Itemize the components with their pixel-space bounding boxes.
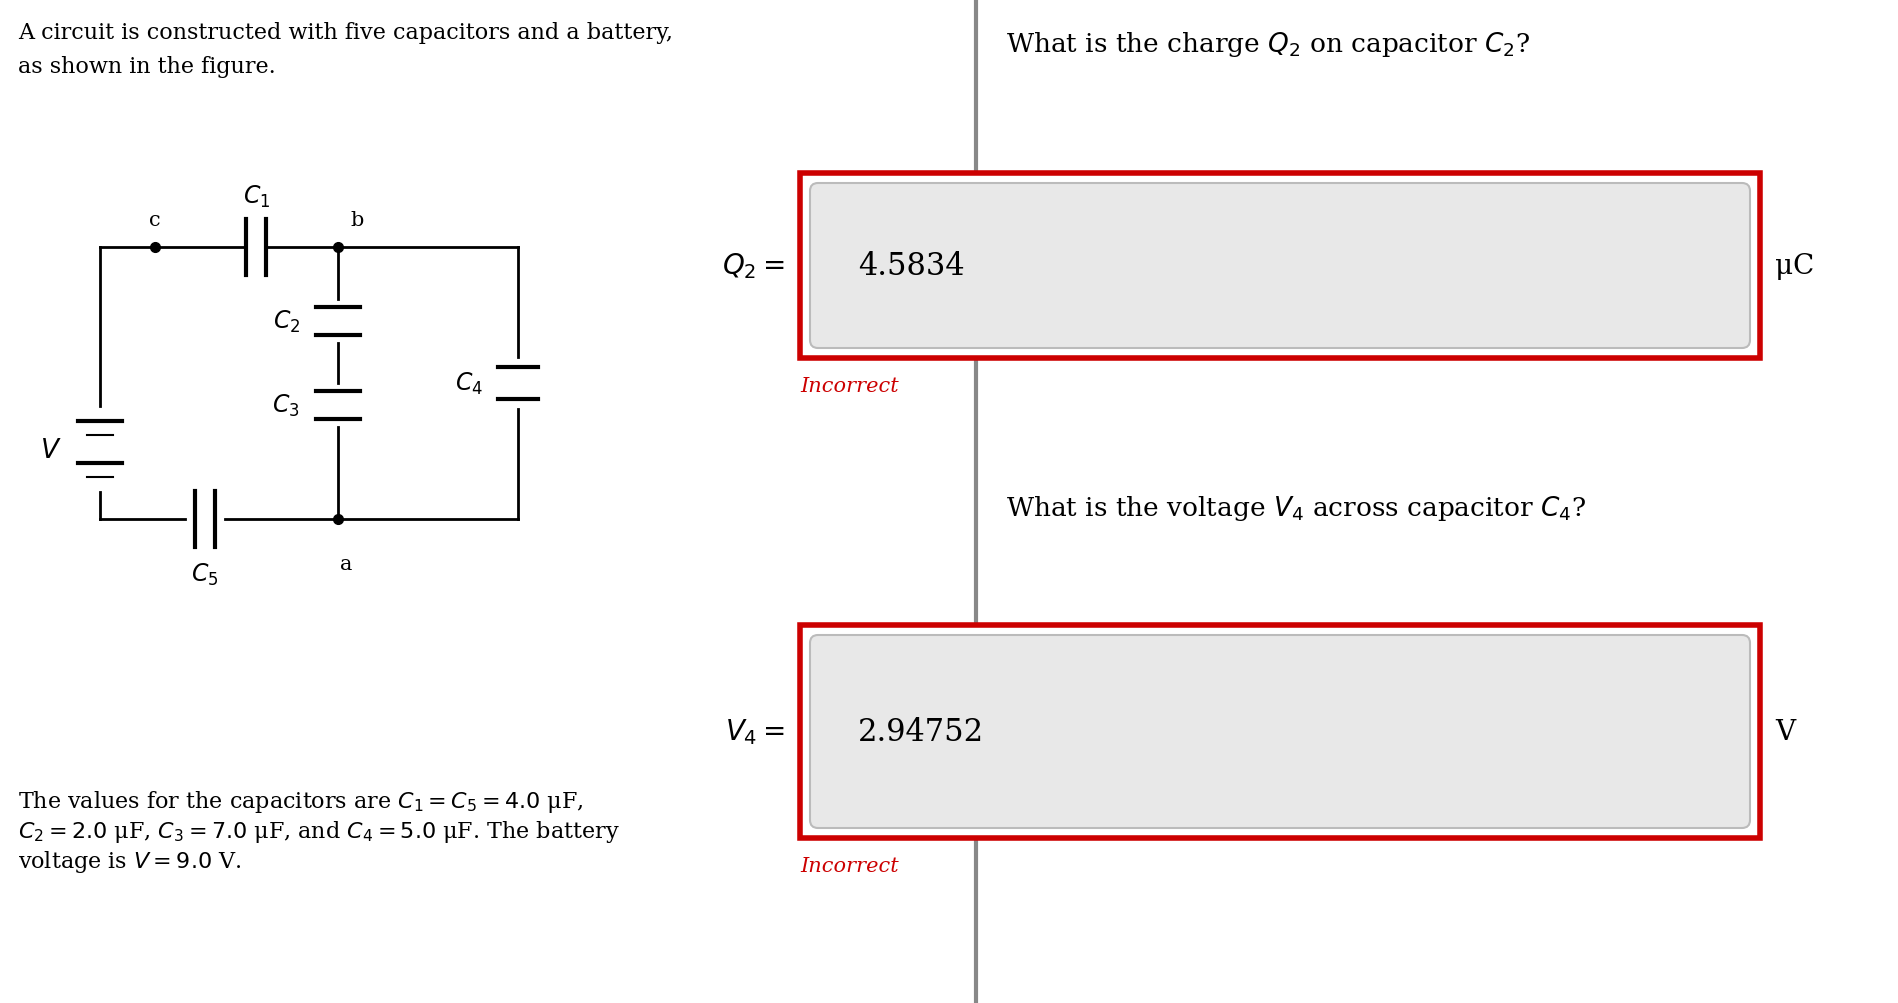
Text: $V$: $V$	[40, 437, 63, 462]
Text: $C_2 = 2.0$ μF, $C_3 = 7.0$ μF, and $C_4 = 5.0$ μF. The battery: $C_2 = 2.0$ μF, $C_3 = 7.0$ μF, and $C_4…	[17, 818, 621, 845]
Text: $V_4 =$: $V_4 =$	[725, 717, 786, 746]
Text: 4.5834: 4.5834	[858, 251, 964, 282]
Text: voltage is $V = 9.0$ V.: voltage is $V = 9.0$ V.	[17, 849, 241, 875]
FancyBboxPatch shape	[810, 635, 1750, 828]
Text: a: a	[340, 555, 353, 574]
Text: $C_5$: $C_5$	[192, 562, 218, 588]
Text: $C_1$: $C_1$	[243, 184, 270, 210]
Text: V: V	[1775, 718, 1796, 745]
Text: $Q_2 =$: $Q_2 =$	[723, 252, 786, 281]
Text: as shown in the figure.: as shown in the figure.	[17, 56, 275, 78]
Bar	[799, 174, 1759, 359]
Text: μC: μC	[1775, 253, 1814, 280]
Text: What is the charge $Q_2$ on capacitor $C_2$?: What is the charge $Q_2$ on capacitor $C…	[1006, 30, 1530, 59]
Text: c: c	[150, 211, 161, 230]
Text: A circuit is constructed with five capacitors and a battery,: A circuit is constructed with five capac…	[17, 22, 674, 44]
Text: $C_3$: $C_3$	[273, 392, 300, 418]
Text: b: b	[349, 211, 363, 230]
FancyBboxPatch shape	[810, 184, 1750, 349]
Text: Incorrect: Incorrect	[799, 376, 898, 395]
Text: 2.94752: 2.94752	[858, 716, 985, 747]
Text: $C_4$: $C_4$	[456, 370, 482, 397]
Text: Incorrect: Incorrect	[799, 857, 898, 876]
Text: $C_2$: $C_2$	[273, 309, 300, 335]
Bar	[799, 626, 1759, 839]
Text: The values for the capacitors are $C_1 = C_5 = 4.0$ μF,: The values for the capacitors are $C_1 =…	[17, 788, 583, 814]
Text: What is the voltage $V_4$ across capacitor $C_4$?: What is the voltage $V_4$ across capacit…	[1006, 493, 1587, 523]
